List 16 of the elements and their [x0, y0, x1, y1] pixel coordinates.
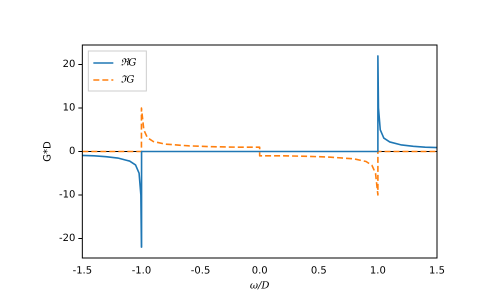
x-tick-label: -1.0	[132, 266, 152, 277]
legend-label: ℑG	[120, 74, 134, 86]
x-tick-label: -1.5	[72, 266, 92, 277]
x-tick-label: 0.0	[252, 266, 268, 277]
y-tick-label: 0	[68, 146, 76, 158]
x-tick-label: 0.5	[310, 266, 327, 277]
x-axis-title: ω/D	[250, 280, 270, 292]
y-axis-title: G*D	[42, 140, 54, 162]
y-tick-label: 20	[62, 59, 76, 70]
x-tick-label: 1.0	[370, 266, 386, 277]
y-tick-label: -20	[58, 233, 76, 244]
x-tick-label: 1.5	[429, 266, 445, 277]
x-tick-label: -0.5	[190, 266, 210, 277]
y-tick-label: -10	[58, 190, 76, 201]
legend-label: ℜG	[120, 58, 136, 69]
y-tick-label: 10	[62, 102, 76, 114]
